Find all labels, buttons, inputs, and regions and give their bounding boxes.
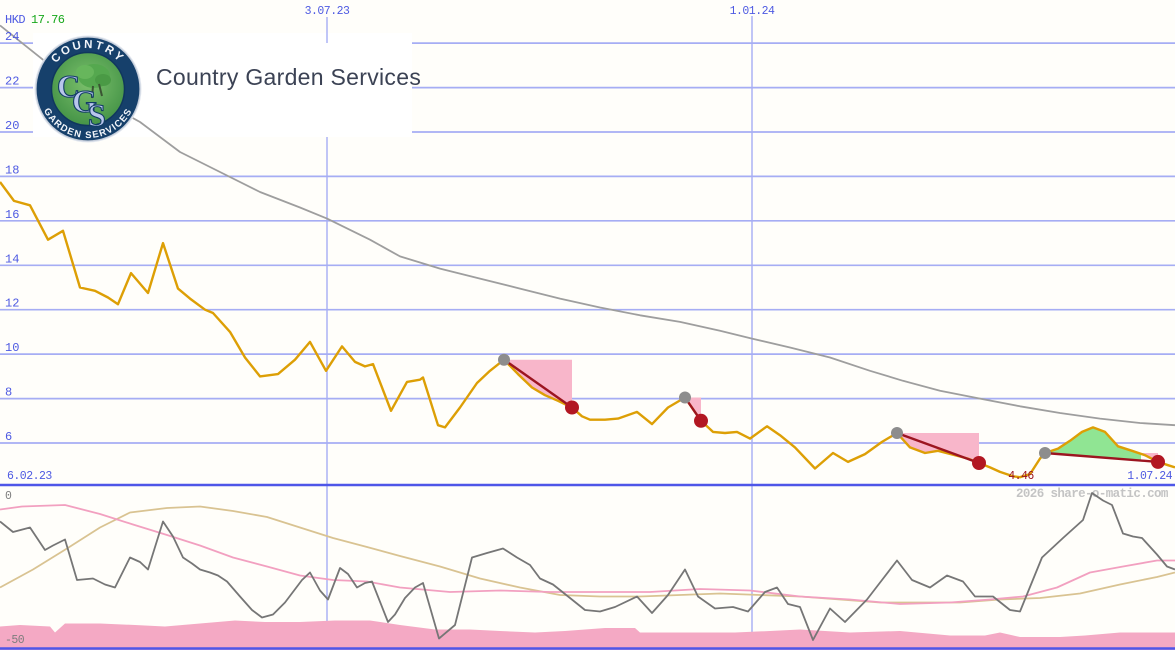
signal-fast-line [0, 504, 1175, 605]
drawdown-connector [503, 358, 573, 409]
page-title: Country Garden Services [156, 64, 422, 90]
y-axis-label: 8 [5, 386, 12, 400]
company-logo: C G S COUNTRY GARDEN SERVICES [34, 35, 142, 143]
logo-tree-icon [76, 64, 111, 99]
trough-dot [694, 413, 708, 428]
quote-value: 17.76 [31, 13, 65, 27]
y-axis-label: 22 [5, 75, 19, 89]
price-line [0, 181, 1175, 479]
min-price-label: 4.46 [1008, 470, 1034, 483]
svg-text:C: C [57, 68, 80, 104]
osc-min-label: -50 [5, 634, 25, 647]
oscillator-line [0, 492, 1175, 641]
y-axis-label: 6 [5, 430, 12, 444]
y-axis-label: 20 [5, 119, 19, 133]
trough-dot [565, 400, 579, 415]
y-axis-label: 24 [5, 30, 19, 44]
y-axis-label: 14 [5, 252, 19, 266]
y-axis-label: 18 [5, 163, 19, 177]
x-end-label: 1.07.24 [1127, 470, 1172, 483]
peak-dot [679, 391, 691, 404]
peak-dot [891, 427, 903, 439]
ma-line [0, 24, 1175, 427]
currency-label: HKD [5, 13, 26, 27]
osc-zero-label: 0 [5, 490, 12, 503]
trough-dot [972, 456, 986, 470]
x-start-label: 6.02.23 [7, 470, 52, 483]
logo-monogram: C G S [56, 67, 106, 133]
gain-fill [1045, 427, 1141, 461]
y-axis-label: 10 [5, 341, 19, 355]
x-gridline-label-2: 1.01.24 [729, 5, 775, 18]
x-gridline-label-1: 3.07.23 [304, 5, 350, 18]
y-axis-label: 16 [5, 208, 19, 222]
signal-slow-line [0, 505, 1175, 604]
drawdown-connector [1044, 451, 1159, 464]
trough-dot [1151, 454, 1165, 469]
peak-dot [498, 353, 510, 366]
osc-area-fill [0, 620, 1175, 650]
svg-text:S: S [88, 97, 106, 133]
peak-dot [1039, 447, 1051, 459]
y-axis-label: 12 [5, 297, 19, 311]
svg-text:G: G [72, 83, 97, 119]
drawdown-connector [896, 431, 980, 465]
